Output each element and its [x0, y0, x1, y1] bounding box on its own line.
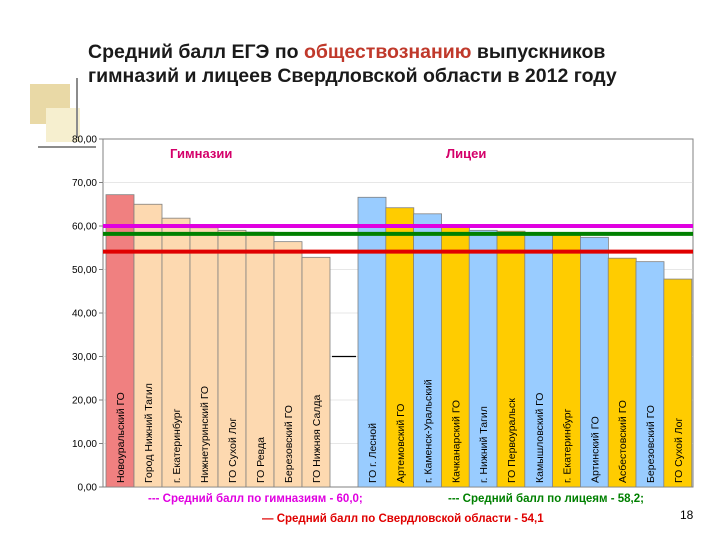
lyceum-bar: [468, 229, 498, 488]
y-tick-label: 20,00: [72, 396, 97, 407]
gymnasium-bar-label: г. Екатеринбург: [171, 408, 183, 483]
title-part-1: Средний балл ЕГЭ по: [88, 41, 304, 63]
gymnasium-bar: [273, 241, 303, 488]
gymnasium-bar-label: Березовский ГО: [283, 405, 295, 483]
lyceum-bar-label: ГО Сухой Лог: [673, 418, 685, 483]
y-tick-label: 40,00: [72, 309, 97, 320]
title-part-2: выпускников гимназий и лицеев Свердловск…: [88, 41, 617, 87]
lyceum-bar-label: г. Екатеринбург: [562, 408, 574, 483]
lyceum-bar-label: Артемовский ГО: [395, 404, 407, 483]
gymnasium-bar-label: ГО Ревда: [255, 437, 267, 483]
decorative-vertical-line: [76, 78, 78, 138]
gymnasium-bar: [105, 194, 135, 488]
gymnasium-bar-label: Новоуральский ГО: [115, 392, 127, 483]
lyceum-bar-label: ГО Первоуральск: [506, 398, 518, 483]
gymnasium-bar-label: Нижнетуринский ГО: [199, 386, 211, 483]
group-label-gymnasiums: Гимназии: [170, 146, 232, 161]
lyceum-bar: [440, 225, 470, 488]
gymnasium-bar: [245, 231, 275, 488]
gymnasium-bar: [301, 256, 331, 488]
y-tick-label: 80,00: [72, 135, 97, 146]
lyceum-bar: [496, 230, 526, 488]
lyceum-bar-label: Артинский ГО: [589, 416, 601, 483]
lyceum-bar: [663, 278, 693, 488]
lyceum-bar-label: Асбестовский ГО: [617, 400, 629, 483]
y-tick-label: 60,00: [72, 222, 97, 233]
gymnasium-bar: [217, 229, 247, 488]
y-tick-label: 10,00: [72, 439, 97, 450]
gymnasium-bar-label: ГО Сухой Лог: [227, 418, 239, 483]
lyceum-bar: [413, 213, 443, 488]
legend-region-average: — Средний балл по Свердловской области -…: [262, 513, 544, 525]
gymnasium-bar-label: Город Нижний Тагил: [143, 383, 155, 483]
lyceum-bar: [635, 261, 665, 488]
lyceum-bar-label: Березовский ГО: [645, 405, 657, 483]
lyceum-bar-label: Камышловский ГО: [534, 393, 546, 483]
decorative-square-light: [46, 108, 80, 142]
y-tick-label: 50,00: [72, 265, 97, 276]
y-tick-label: 0,00: [78, 483, 98, 494]
slide-title: Средний балл ЕГЭ по обществознанию выпус…: [88, 40, 688, 88]
group-label-lyceums: Лицеи: [446, 146, 486, 161]
lyceum-bar: [524, 232, 554, 488]
lyceum-bar: [580, 236, 609, 488]
legend-gymnasium-average: --- Средний балл по гимназиям - 60,0;: [148, 493, 363, 505]
lyceum-bar-label: г. Нижний Тагил: [478, 406, 490, 483]
title-subject-highlight: обществознанию: [303, 41, 472, 63]
y-tick-label: 30,00: [72, 352, 97, 363]
lyceum-bar-label: Качканарский ГО: [450, 400, 462, 483]
legend-lyceum-average: --- Средний балл по лицеям - 58,2;: [448, 493, 644, 505]
lyceum-bar: [357, 196, 387, 488]
decorative-horizontal-line: [38, 146, 96, 148]
gymnasium-bar-label: ГО Нижняя Салда: [311, 394, 323, 483]
lyceum-bar-label: ГО г. Лесной: [367, 423, 379, 483]
y-tick-label: 70,00: [72, 178, 97, 189]
page-number: 18: [680, 508, 694, 522]
lyceum-bar: [385, 207, 415, 488]
lyceum-bar-label: г. Каменск-Уральский: [423, 379, 435, 483]
